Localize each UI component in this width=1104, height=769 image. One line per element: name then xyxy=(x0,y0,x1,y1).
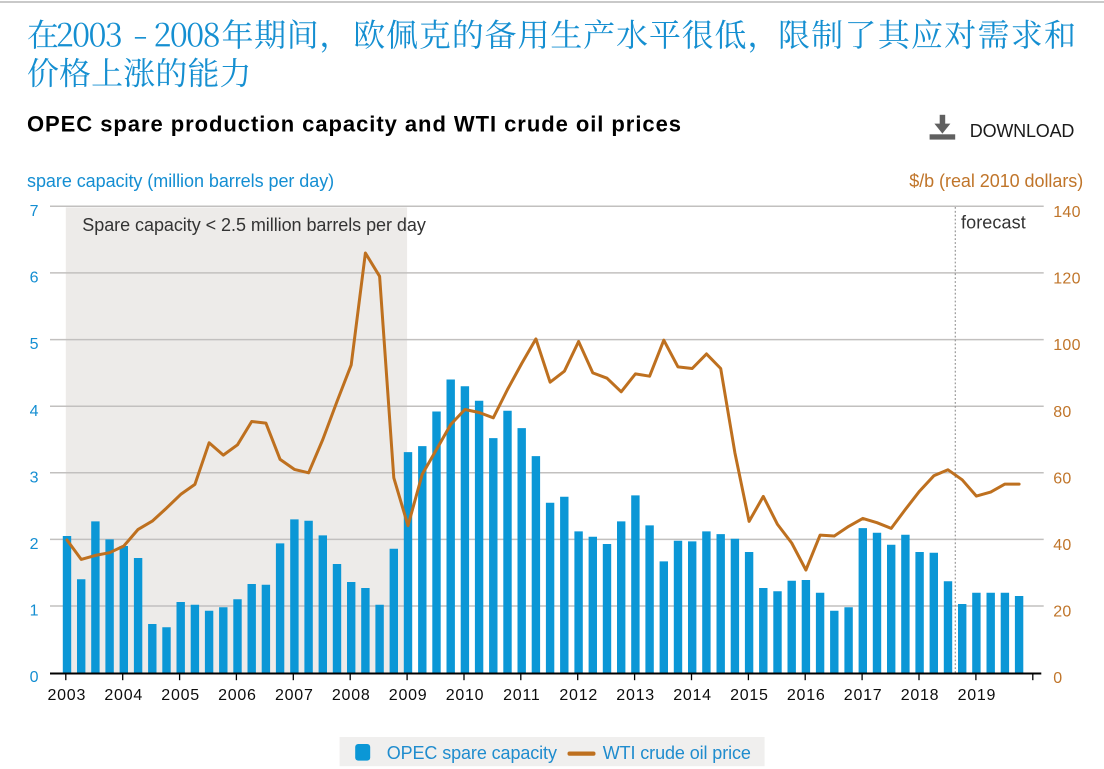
svg-text:spare capacity (million barrel: spare capacity (million barrels per day) xyxy=(27,171,334,191)
svg-text:2017: 2017 xyxy=(844,687,883,704)
svg-text:120: 120 xyxy=(1053,271,1081,288)
svg-text:2013: 2013 xyxy=(616,687,655,704)
svg-text:DOWNLOAD: DOWNLOAD xyxy=(970,121,1075,141)
svg-text:2018: 2018 xyxy=(901,687,940,704)
svg-text:forecast: forecast xyxy=(961,212,1026,232)
svg-text:Spare capacity < 2.5 million b: Spare capacity < 2.5 million barrels per… xyxy=(82,215,426,235)
svg-text:6: 6 xyxy=(30,270,39,287)
svg-text:2012: 2012 xyxy=(559,687,598,704)
svg-text:2008: 2008 xyxy=(332,687,371,704)
svg-text:5: 5 xyxy=(30,336,39,353)
svg-text:2006: 2006 xyxy=(218,687,257,704)
svg-text:2009: 2009 xyxy=(389,687,428,704)
svg-text:0: 0 xyxy=(30,669,39,686)
svg-text:1: 1 xyxy=(30,603,39,620)
svg-text:2004: 2004 xyxy=(104,687,143,704)
svg-text:$/b (real 2010 dollars): $/b (real 2010 dollars) xyxy=(909,171,1083,191)
svg-text:140: 140 xyxy=(1053,204,1081,221)
svg-text:2007: 2007 xyxy=(275,687,314,704)
svg-text:60: 60 xyxy=(1053,470,1071,487)
svg-text:4: 4 xyxy=(30,403,39,420)
svg-text:OPEC spare capacity: OPEC spare capacity xyxy=(387,743,557,763)
svg-text:2: 2 xyxy=(30,536,39,553)
svg-text:2003: 2003 xyxy=(48,687,87,704)
svg-text:2019: 2019 xyxy=(958,687,997,704)
svg-text:2011: 2011 xyxy=(503,687,540,704)
svg-text:OPEC spare production capacity: OPEC spare production capacity and WTI c… xyxy=(27,112,682,137)
svg-text:2016: 2016 xyxy=(787,687,826,704)
svg-text:100: 100 xyxy=(1053,337,1081,354)
svg-text:2014: 2014 xyxy=(673,687,712,704)
svg-text:2005: 2005 xyxy=(161,687,200,704)
svg-text:2010: 2010 xyxy=(446,687,485,704)
svg-text:7: 7 xyxy=(30,203,39,220)
svg-text:3: 3 xyxy=(30,469,39,486)
svg-text:80: 80 xyxy=(1053,404,1071,421)
svg-text:WTI crude oil price: WTI crude oil price xyxy=(603,743,751,763)
svg-text:40: 40 xyxy=(1053,537,1071,554)
svg-text:0: 0 xyxy=(1053,670,1062,687)
svg-text:2015: 2015 xyxy=(730,687,769,704)
svg-text:20: 20 xyxy=(1053,604,1071,621)
